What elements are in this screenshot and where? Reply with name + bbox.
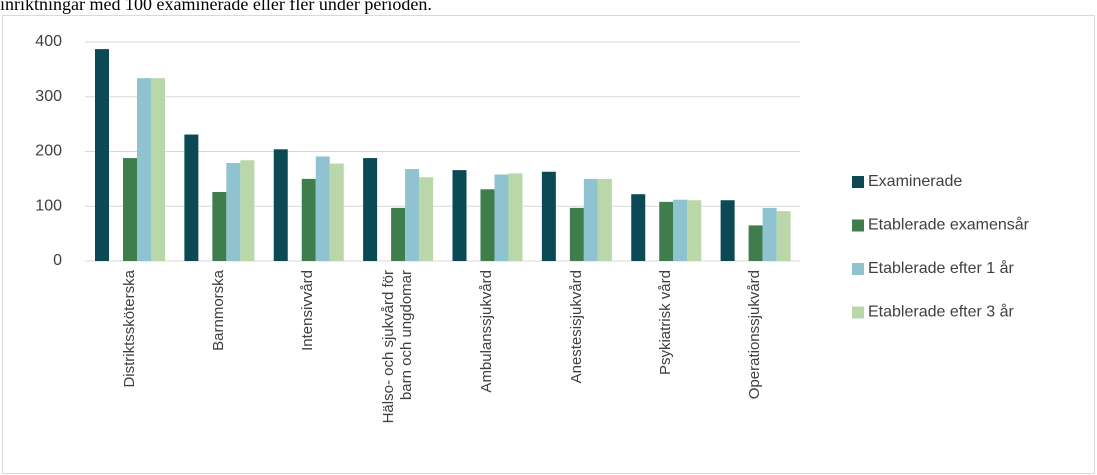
y-tick-label: 200 bbox=[35, 143, 62, 160]
legend-label: Etablerade examensår bbox=[868, 216, 1030, 234]
bar bbox=[301, 178, 316, 261]
bar bbox=[136, 78, 151, 261]
bar bbox=[748, 225, 763, 261]
bar bbox=[776, 211, 791, 261]
bar bbox=[419, 177, 434, 261]
bar bbox=[508, 173, 523, 261]
bar bbox=[452, 170, 467, 261]
bar bbox=[150, 78, 165, 261]
legend-swatch bbox=[852, 176, 864, 188]
bar bbox=[569, 207, 584, 261]
bar bbox=[363, 158, 378, 261]
y-tick-label: 0 bbox=[53, 252, 62, 269]
x-tick-label: Ambulanssjukvård bbox=[478, 270, 496, 393]
legend-swatch bbox=[852, 263, 864, 275]
x-tick-label: Barnmorska bbox=[210, 270, 228, 351]
bar bbox=[583, 178, 598, 261]
bar bbox=[240, 160, 255, 261]
y-tick-label: 100 bbox=[35, 197, 62, 214]
x-tick-label: Anestesisjukvård bbox=[567, 270, 585, 384]
bar bbox=[762, 207, 777, 261]
legend-swatch bbox=[852, 219, 864, 232]
x-tick-label: Intensivvård bbox=[299, 270, 317, 351]
bar bbox=[673, 199, 688, 261]
x-tick-label: Operationssjukvård bbox=[746, 270, 764, 400]
bar bbox=[94, 49, 109, 262]
bar bbox=[122, 158, 137, 261]
legend-label: Etablerade efter 1 år bbox=[868, 259, 1015, 277]
bar bbox=[212, 192, 227, 261]
bar bbox=[659, 201, 674, 261]
bar bbox=[226, 162, 241, 261]
bar bbox=[541, 171, 556, 261]
x-tick-label: Distriktssköterska bbox=[120, 270, 138, 388]
bar bbox=[329, 163, 344, 261]
bar bbox=[631, 194, 646, 261]
bar bbox=[597, 178, 612, 261]
x-tick-label: Hälso- och sjukvård för barn och ungdoma… bbox=[379, 270, 415, 424]
bar bbox=[315, 156, 330, 261]
bar bbox=[273, 149, 288, 261]
legend-swatch bbox=[852, 306, 864, 319]
y-tick-label: 400 bbox=[35, 33, 62, 50]
bar bbox=[494, 174, 509, 261]
chart-border bbox=[2, 15, 1095, 474]
legend-label: Etablerade efter 3 år bbox=[868, 303, 1015, 321]
caption: inriktningar med 100 examinerade eller f… bbox=[0, 0, 432, 14]
bar bbox=[720, 200, 735, 261]
bar bbox=[480, 189, 495, 261]
bar bbox=[405, 169, 420, 261]
x-tick-label: Psykiatrisk vård bbox=[656, 270, 674, 376]
bar bbox=[687, 200, 702, 261]
bar bbox=[391, 207, 406, 261]
y-tick-label: 300 bbox=[35, 88, 62, 105]
bar bbox=[184, 134, 199, 261]
legend-label: Examinerade bbox=[868, 173, 962, 190]
